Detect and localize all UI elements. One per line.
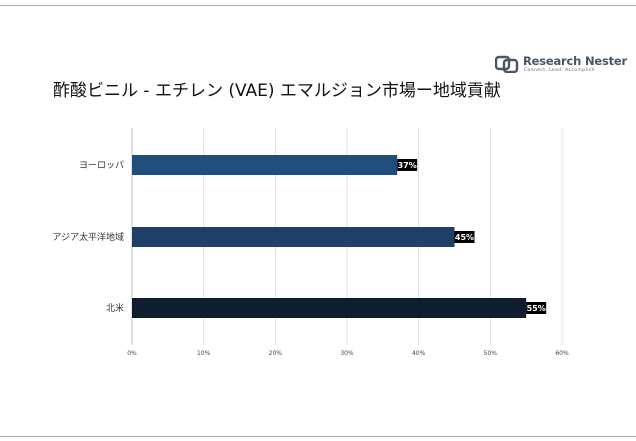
top-rule xyxy=(0,5,636,6)
data-label-background xyxy=(454,231,475,243)
bar xyxy=(132,155,398,175)
category-label: ヨーロッパ xyxy=(79,160,124,171)
category-label: 北米 xyxy=(106,302,124,314)
data-label: 37% xyxy=(398,161,417,170)
logo-name: Research Nester xyxy=(523,54,627,68)
bottom-rule xyxy=(0,436,636,437)
data-label-background xyxy=(526,302,547,314)
data-label: 55% xyxy=(527,304,546,313)
x-tick-label: 40% xyxy=(412,350,426,357)
research-nester-logo-icon xyxy=(495,55,519,73)
data-label-background xyxy=(397,159,418,171)
x-tick-label: 30% xyxy=(340,350,354,357)
x-tick-label: 20% xyxy=(269,350,283,357)
data-label: 45% xyxy=(455,233,474,242)
x-tick-label: 50% xyxy=(484,350,498,357)
category-label: アジア太平洋地域 xyxy=(52,231,124,243)
bar xyxy=(132,298,527,318)
chart-title: 酢酸ビニル - エチレン (VAE) エマルジョン市場ー地域貢献 xyxy=(53,81,501,101)
research-nester-logo: Research Nester Connect. Lead. Accomplis… xyxy=(495,54,627,76)
bar xyxy=(132,227,455,247)
x-tick-label: 0% xyxy=(127,350,137,357)
x-tick-label: 60% xyxy=(555,350,569,357)
x-tick-label: 10% xyxy=(197,350,211,357)
logo-tagline: Connect. Lead. Accomplish xyxy=(524,68,595,73)
